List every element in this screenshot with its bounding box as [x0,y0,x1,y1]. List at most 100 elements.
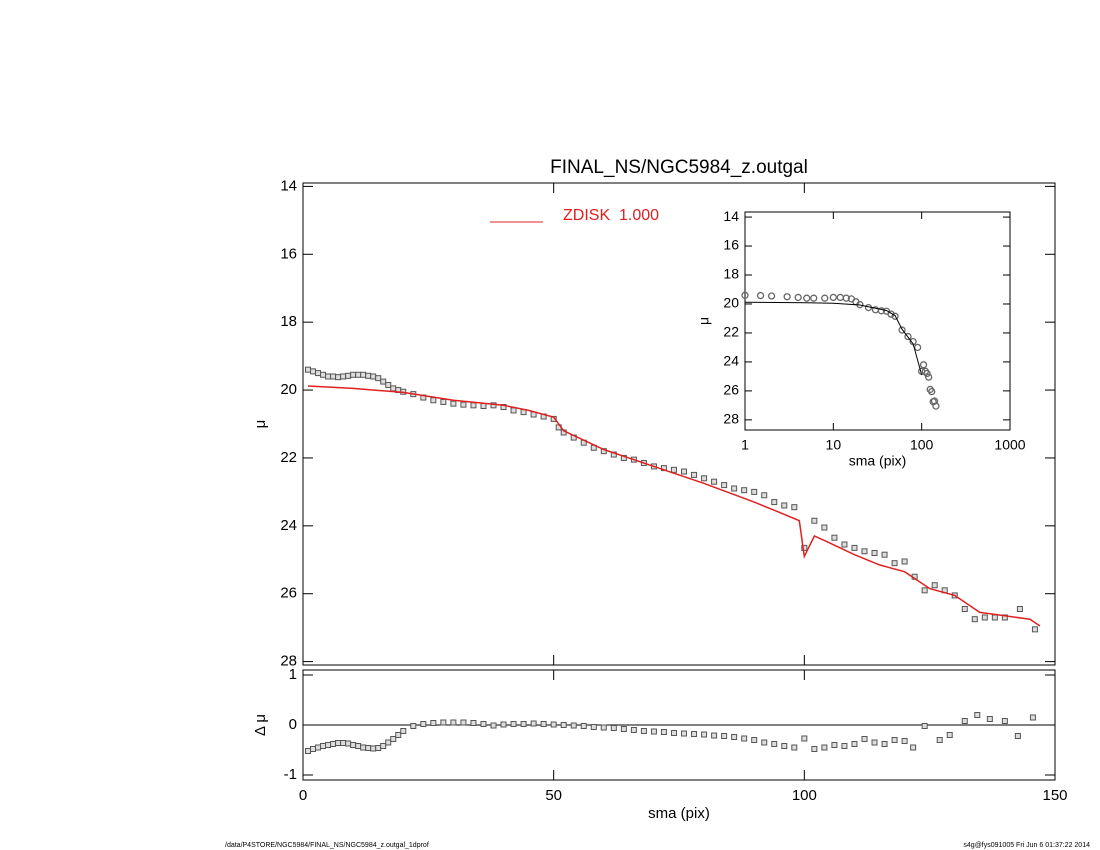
data-point [650,728,657,735]
y-axis-label: μ [696,317,712,325]
data-point [460,401,467,408]
data-point [610,451,617,458]
y-axis-label: μ [252,420,269,429]
data-point [691,471,698,478]
data-point [783,293,791,301]
data-point [660,465,667,472]
data-point [305,366,312,373]
data-point [721,482,728,489]
data-point [360,744,367,751]
data-point [756,291,765,300]
data-point [660,729,667,735]
data-point [811,517,818,524]
data-point [801,735,808,742]
data-point [861,736,868,742]
data-point [500,721,507,728]
data-point [385,381,392,388]
data-point [310,746,317,752]
data-point [986,716,993,722]
data-point [390,736,397,742]
y-tick-label: 26 [723,382,739,398]
data-point [430,397,437,404]
data-point [540,721,547,727]
data-point [1031,626,1038,633]
data-point [365,372,372,379]
data-point [811,746,818,752]
data-point [530,720,537,727]
data-point [670,466,677,473]
data-point [325,373,332,380]
data-point [375,375,382,382]
data-point [821,524,828,531]
y-tick-label: 18 [280,313,297,330]
data-point [931,582,938,589]
x-tick-label: 10 [826,437,842,453]
data-point [480,721,487,727]
data-point [355,743,362,749]
data-point [450,400,457,407]
data-point [345,740,352,747]
data-point [910,744,917,751]
data-point [767,292,776,300]
data-point [480,403,487,410]
data-point [580,723,587,729]
y-tick-label: 22 [723,324,739,340]
data-point [842,294,850,302]
data-point [771,499,778,506]
data-point [771,741,778,747]
data-point [440,398,447,405]
data-point [861,548,868,555]
data-point [891,560,898,567]
data-point [1014,733,1021,739]
y-tick-label: 14 [723,208,739,224]
y-tick-label: 28 [723,411,739,427]
data-point [380,378,387,385]
data-point [335,374,342,381]
data-point [325,742,332,748]
data-point [560,722,567,728]
data-point [851,741,858,747]
data-point [500,404,507,411]
y-tick-label: 28 [280,653,297,670]
data-point [420,721,427,727]
x-tick-label: 0 [299,787,307,804]
chart-title: FINAL_NS/NGC5984_z.outgal [550,157,808,178]
data-point [600,448,607,455]
data-point [701,475,708,482]
data-point [370,373,377,380]
data-point [320,743,327,749]
x-axis-label: sma (pix) [648,805,710,822]
data-point [921,723,928,729]
data-point [1001,614,1008,621]
data-point [901,558,908,565]
data-point [921,587,928,594]
data-point [640,728,647,734]
data-point [731,734,738,740]
data-point [881,741,888,747]
data-point [891,312,899,320]
data-point [810,294,818,302]
data-point [340,373,347,380]
data-point [330,741,337,747]
data-point [345,372,352,379]
data-point [851,544,858,551]
data-point [360,371,367,378]
data-point [610,725,617,731]
data-point [430,720,437,726]
data-point [904,332,912,341]
data-point [570,722,577,729]
y-tick-label: 20 [723,295,739,311]
data-point [305,748,312,754]
data-point [350,371,357,378]
data-point [877,307,886,315]
data-point [831,742,838,748]
data-point [440,719,447,726]
data-point [681,468,688,475]
x-tick-label: 100 [910,437,934,453]
data-point [932,402,940,410]
data-point [370,745,377,752]
data-point [410,723,417,729]
data-point [761,739,768,746]
data-point [460,719,467,726]
data-point [490,402,497,409]
